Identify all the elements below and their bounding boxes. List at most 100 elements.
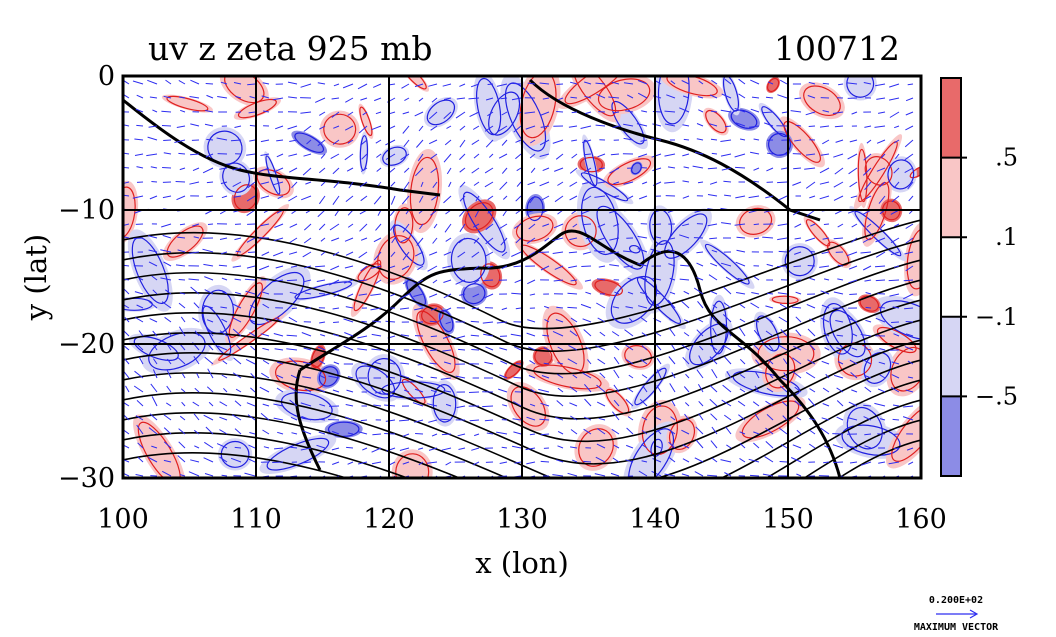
- wind-vector: [445, 237, 452, 242]
- wind-vector: [851, 223, 858, 228]
- shade-patch: [506, 381, 550, 431]
- wind-vector: [711, 152, 718, 155]
- wind-vector: [833, 181, 844, 188]
- wind-vector: [487, 83, 494, 85]
- wind-vector: [849, 181, 858, 188]
- wind-vector: [749, 474, 760, 477]
- wind-vector: [357, 83, 368, 90]
- wind-vector: [261, 372, 270, 379]
- wind-vector: [472, 223, 480, 228]
- wind-vector: [456, 97, 466, 100]
- wind-vector: [261, 291, 270, 295]
- wind-vector: [515, 139, 522, 143]
- wind-vector: [683, 138, 690, 141]
- wind-vector: [776, 153, 788, 156]
- wind-vector: [471, 167, 480, 174]
- wind-vector: [146, 153, 158, 157]
- wind-vector: [221, 474, 228, 477]
- wind-vector: [377, 181, 382, 187]
- wind-vector: [260, 223, 270, 227]
- wind-vector: [500, 97, 508, 100]
- wind-vector: [513, 431, 522, 435]
- wind-vector: [515, 237, 522, 244]
- wind-vector: [470, 83, 480, 88]
- wind-vector: [276, 374, 284, 379]
- wind-vector: [874, 265, 886, 268]
- wind-vector: [441, 433, 452, 436]
- zeta-contour: [393, 224, 425, 266]
- wind-vector: [710, 262, 718, 267]
- wind-vector: [750, 302, 760, 309]
- height-contour: [123, 319, 921, 442]
- wind-vector: [554, 265, 564, 270]
- zeta-contour: [323, 113, 357, 145]
- wind-vector: [862, 265, 872, 271]
- wind-vector: [905, 333, 914, 337]
- wind-vector: [568, 251, 578, 254]
- wind-vector: [734, 223, 746, 226]
- wind-vector: [794, 400, 802, 407]
- wind-vector: [598, 417, 606, 421]
- wind-vector: [288, 251, 298, 255]
- wind-vector: [609, 167, 620, 174]
- wind-vector: [783, 372, 788, 379]
- wind-vector: [136, 166, 144, 169]
- wind-vector: [331, 447, 340, 451]
- wind-vector: [721, 167, 732, 171]
- wind-vector: [907, 376, 914, 379]
- y-tick-label: −30: [58, 463, 115, 494]
- wind-vector: [584, 383, 592, 393]
- wind-vector: [875, 237, 886, 243]
- wind-vector: [626, 387, 634, 393]
- wind-vector: [597, 358, 606, 365]
- wind-vector: [262, 359, 270, 365]
- wind-vector: [371, 447, 382, 453]
- wind-vector: [235, 95, 242, 99]
- wind-vector: [796, 473, 802, 477]
- wind-vector: [852, 333, 858, 337]
- wind-vector: [864, 279, 872, 282]
- wind-vector: [850, 195, 858, 199]
- x-tick-label: 160: [895, 504, 947, 535]
- zeta-contour: [294, 132, 325, 153]
- wind-vector: [571, 153, 578, 159]
- wind-vector: [889, 111, 900, 118]
- wind-vector: [710, 413, 718, 421]
- wind-vector: [401, 83, 410, 89]
- wind-vector: [192, 317, 200, 323]
- wind-vector: [553, 279, 564, 282]
- wind-vector: [472, 461, 480, 466]
- zeta-contour: [359, 106, 373, 137]
- wind-vector: [893, 223, 900, 228]
- wind-vector: [724, 356, 732, 365]
- wind-vector: [455, 111, 466, 119]
- shade-patch: [825, 304, 870, 363]
- wind-vector: [386, 447, 396, 452]
- wind-vector: [359, 223, 368, 232]
- wind-vector: [726, 444, 732, 449]
- wind-vector: [485, 346, 494, 351]
- wind-vector: [541, 195, 550, 201]
- wind-vector: [204, 276, 214, 281]
- wind-vector: [581, 265, 592, 267]
- wind-vector: [611, 81, 620, 85]
- wind-vector: [205, 153, 214, 158]
- wind-vector: [597, 237, 606, 241]
- wind-vector: [219, 401, 228, 407]
- wind-vector: [248, 458, 256, 463]
- zeta-contour: [462, 283, 486, 305]
- wind-vector: [444, 223, 452, 233]
- wind-vector: [905, 125, 914, 131]
- wind-vector: [232, 265, 242, 268]
- wind-vector: [332, 307, 340, 310]
- wind-vector: [888, 461, 900, 465]
- wind-vector: [331, 111, 340, 118]
- wind-vector: [273, 251, 284, 257]
- wind-vector: [175, 264, 186, 267]
- wind-vector: [890, 237, 900, 244]
- wind-vector: [697, 384, 704, 393]
- vector-legend: 0.200E+02 MAXIMUM VECTOR: [914, 595, 999, 633]
- wind-vector: [250, 387, 256, 393]
- wind-vector: [596, 384, 606, 393]
- wind-vector: [165, 289, 172, 295]
